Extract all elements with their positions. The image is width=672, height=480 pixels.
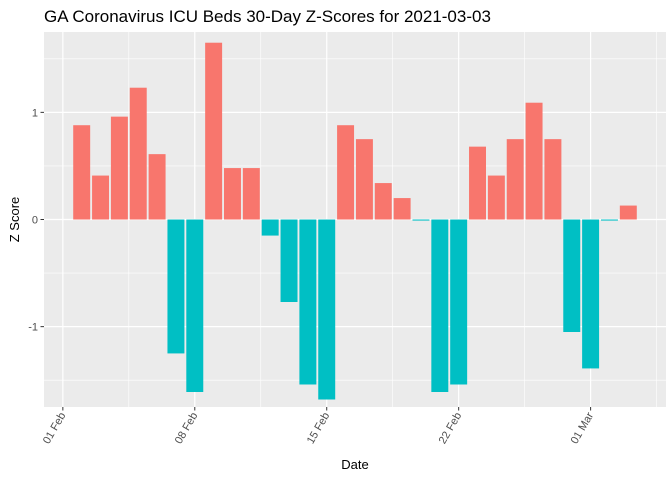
bar [450,219,468,385]
bar [167,219,185,354]
x-tick-label: 08 Feb [173,411,201,447]
bars [73,42,637,400]
bar [92,175,110,220]
bar [544,139,562,220]
bar [186,219,204,392]
bar [619,205,637,220]
bar [600,219,618,221]
x-axis-label: Date [341,457,368,472]
bar [280,219,298,302]
x-tick-label: 01 Feb [41,411,69,447]
x-tick-label: 22 Feb [437,411,465,447]
bar [318,219,336,400]
bar [525,102,543,220]
y-axis: -1 0 1 [28,107,44,334]
y-tick-label: 0 [32,215,38,227]
bar [355,139,373,220]
bar [374,183,392,220]
bar [110,116,128,220]
y-tick-label: 1 [32,107,38,119]
bar [563,219,581,332]
y-tick-label: -1 [28,322,38,334]
bar [224,168,241,220]
bar [487,175,505,220]
bar [582,219,600,369]
bar [73,125,91,220]
bar [242,168,260,220]
bar [506,139,524,220]
x-tick-label: 01 Mar [569,410,597,446]
chart-title: GA Coronavirus ICU Beds 30-Day Z-Scores … [44,7,491,26]
bar [412,219,430,221]
bar [337,125,355,220]
bar [205,42,223,220]
x-axis: 01 Feb 08 Feb 15 Feb 22 Feb 01 Mar [41,407,596,446]
y-axis-label: Z Score [7,197,22,243]
bar [129,87,147,220]
bar [431,219,449,392]
bar [299,219,317,385]
bar [261,219,279,236]
bar [393,198,411,220]
x-tick-label: 15 Feb [305,411,333,447]
bar [469,146,486,220]
bar [148,154,166,220]
